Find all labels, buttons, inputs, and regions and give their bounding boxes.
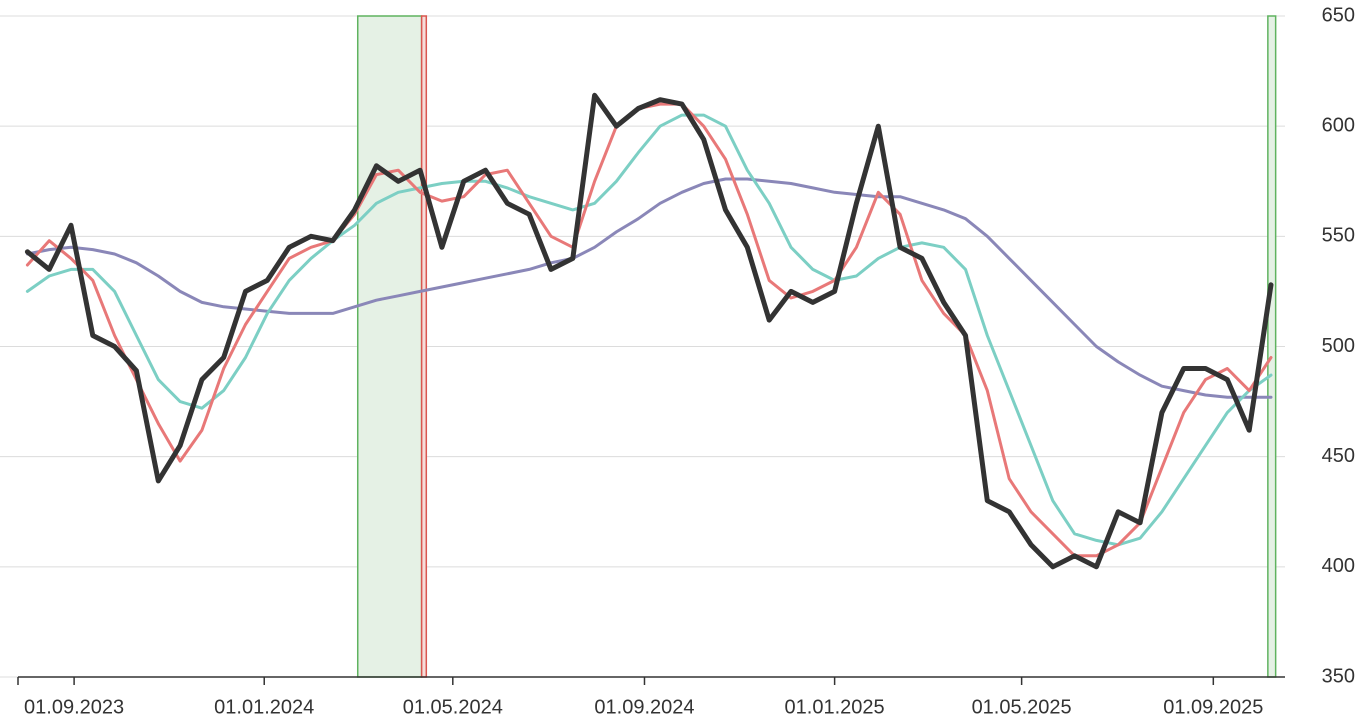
x-tick-label: 01.01.2024	[214, 696, 314, 718]
highlight-region	[356, 15, 423, 678]
y-tick-label: 650	[1322, 4, 1355, 26]
x-tick-label: 01.09.2024	[594, 696, 694, 718]
x-tick-label: 01.09.2023	[24, 696, 124, 718]
y-tick-label: 400	[1322, 555, 1355, 577]
highlight-region	[420, 15, 428, 678]
x-tick-label: 01.05.2025	[972, 696, 1072, 718]
series-line	[25, 102, 1273, 558]
y-tick-label: 500	[1322, 335, 1355, 357]
y-tick-label: 550	[1322, 225, 1355, 247]
y-tick-label: 350	[1322, 665, 1355, 687]
x-tick-label: 01.09.2025	[1163, 696, 1263, 718]
y-tick-label: 450	[1322, 445, 1355, 467]
y-tick-label: 600	[1322, 114, 1355, 136]
x-tick-label: 01.01.2025	[785, 696, 885, 718]
series-line	[25, 177, 1273, 399]
highlight-region	[1267, 15, 1277, 678]
x-tick-label: 01.05.2024	[403, 696, 503, 718]
series-line	[24, 92, 1274, 570]
series-line	[25, 113, 1273, 547]
